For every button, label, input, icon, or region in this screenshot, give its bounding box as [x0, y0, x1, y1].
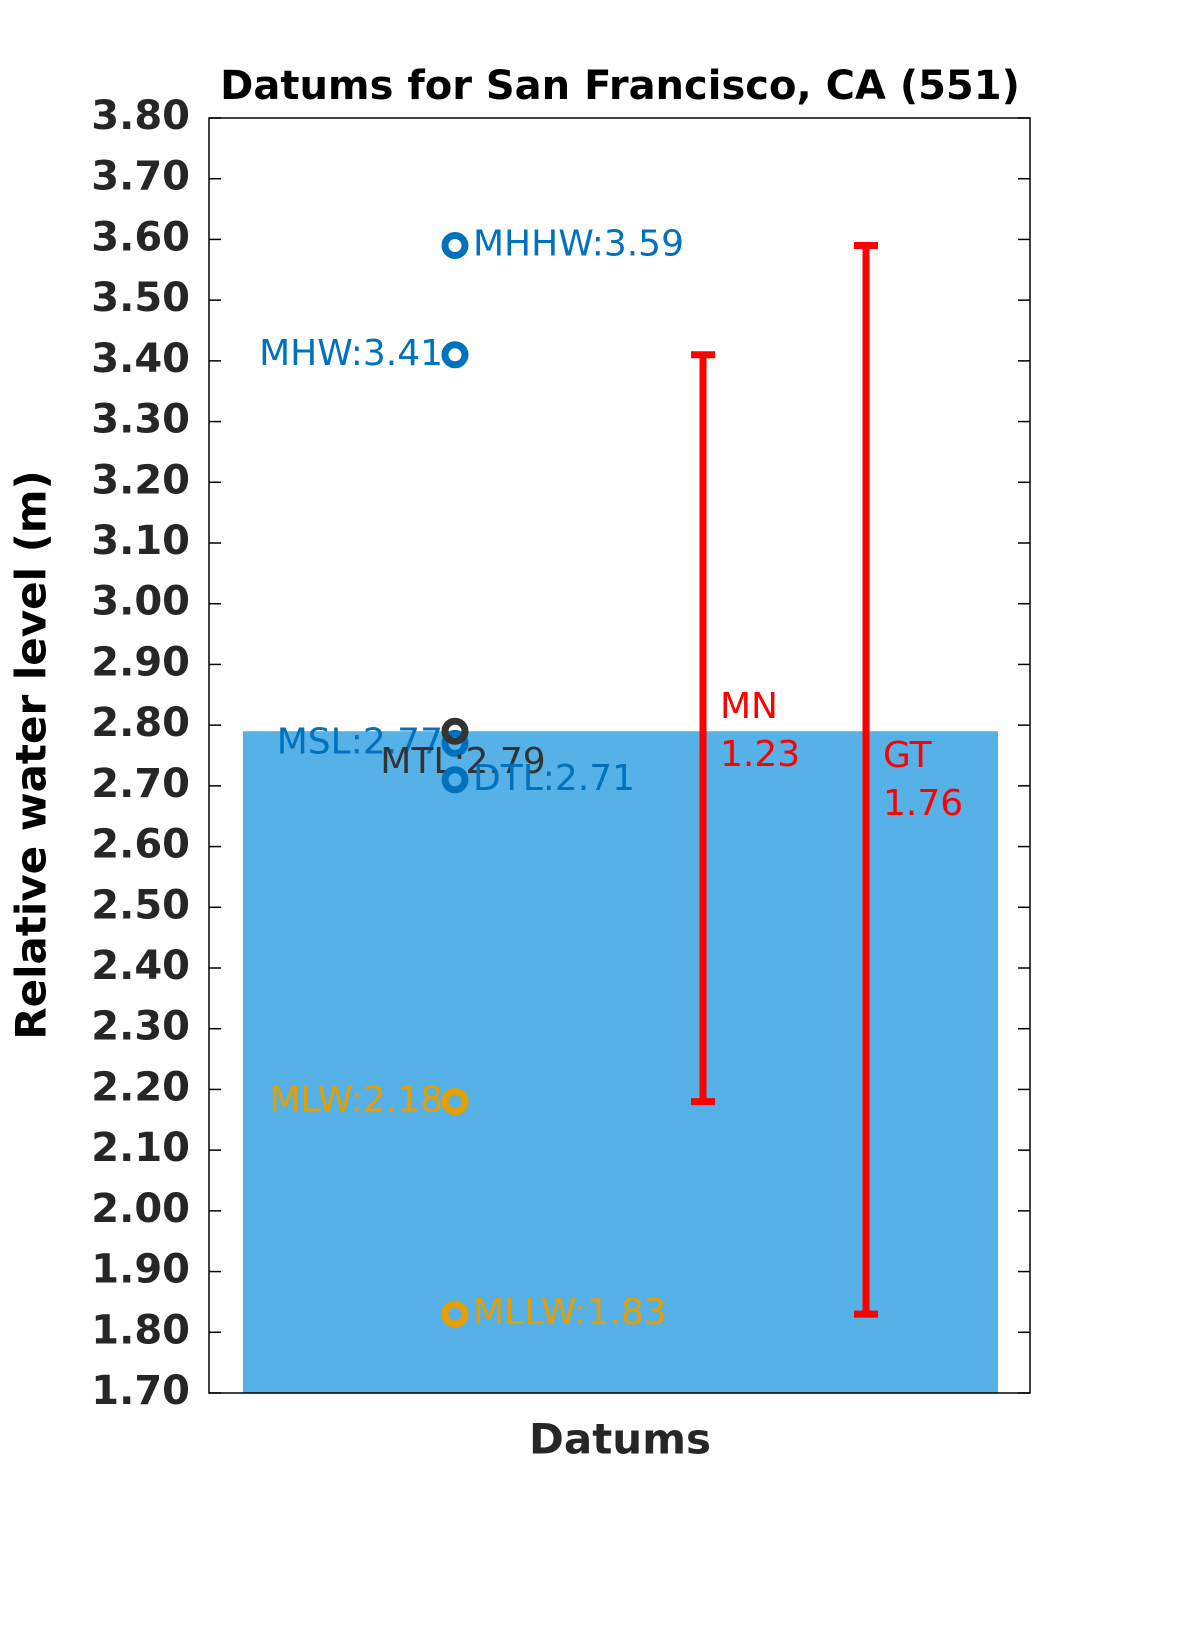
datum-marker — [441, 729, 469, 757]
y-tick-label: 2.60 — [91, 822, 190, 868]
datum-label: MHHW:3.59 — [473, 224, 684, 265]
y-tick-label: 2.10 — [91, 1125, 190, 1171]
y-tick-label: 3.50 — [91, 275, 190, 321]
y-axis-label: Relative water level (m) — [7, 470, 56, 1039]
y-tick-label: 3.60 — [91, 214, 190, 260]
y-tick-label: 2.20 — [91, 1064, 190, 1110]
range-name: GT — [883, 735, 933, 776]
y-tick-label: 2.50 — [91, 882, 190, 928]
datum-marker — [441, 232, 469, 259]
datum-marker — [441, 766, 469, 794]
range-value: 1.23 — [720, 734, 800, 775]
y-tick-label: 2.90 — [91, 639, 190, 685]
datum-label: MHW:3.41 — [259, 333, 443, 374]
y-tick-label: 3.20 — [91, 457, 190, 503]
y-tick-label: 3.70 — [91, 154, 190, 200]
datum-label: MSL:2.77 — [277, 721, 443, 762]
y-tick-label: 1.80 — [91, 1307, 190, 1353]
datum-label: MLW:2.18 — [269, 1080, 443, 1121]
datum-label: MLLW:1.83 — [473, 1292, 667, 1333]
y-tick-label: 2.40 — [91, 943, 190, 989]
y-tick-label: 1.90 — [91, 1247, 190, 1293]
y-tick-label: 3.40 — [91, 336, 190, 382]
chart-title: Datums for San Francisco, CA (551) — [220, 63, 1020, 109]
datum-marker — [441, 1300, 469, 1328]
y-tick-label: 2.00 — [91, 1186, 190, 1232]
datum-marker — [441, 717, 469, 745]
datum-marker — [441, 341, 469, 369]
y-tick-label: 3.30 — [91, 397, 190, 443]
y-tick-label: 3.10 — [91, 518, 190, 564]
range-name: MN — [720, 686, 778, 727]
datum-label: DTL:2.71 — [473, 758, 635, 799]
y-tick-label: 3.80 — [91, 93, 190, 139]
range-value: 1.76 — [883, 783, 963, 824]
plot-frame — [208, 117, 1031, 1394]
y-tick-label: 2.70 — [91, 761, 190, 807]
y-tick-label: 2.30 — [91, 1004, 190, 1050]
y-tick-label: 1.70 — [91, 1368, 190, 1414]
x-axis-label: Datums — [529, 1415, 711, 1464]
datum-marker — [441, 1088, 469, 1116]
mtl-fill — [243, 731, 998, 1393]
y-tick-label: 2.80 — [91, 700, 190, 746]
y-tick-label: 3.00 — [91, 579, 190, 625]
